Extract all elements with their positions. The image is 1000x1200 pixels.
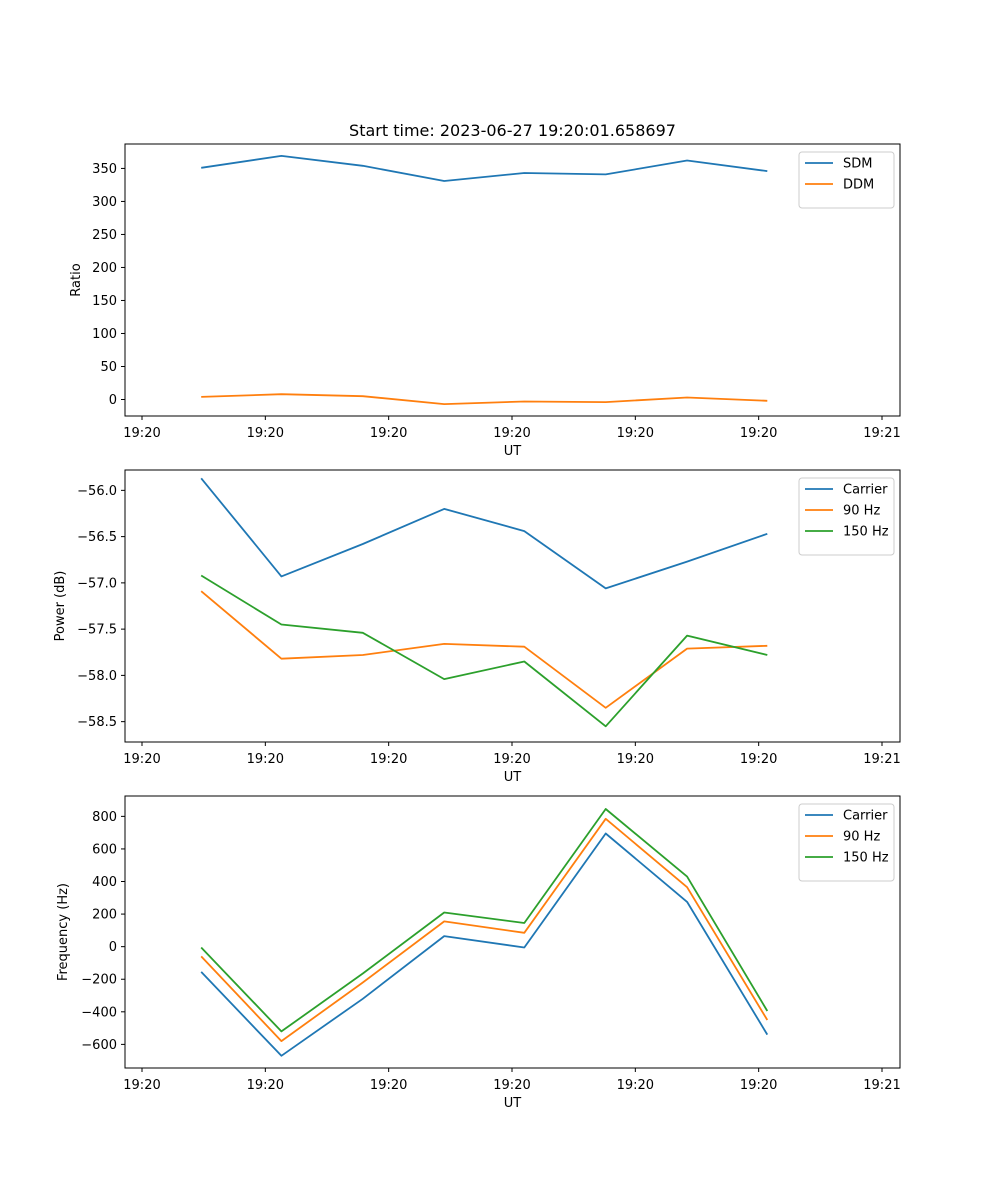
y-tick-label: −56.0 <box>77 484 117 499</box>
x-tick-label: 19:21 <box>863 752 900 767</box>
x-tick-label: 19:20 <box>370 426 407 441</box>
x-tick-label: 19:20 <box>123 752 160 767</box>
x-tick-label: 19:20 <box>123 426 160 441</box>
legend-box <box>798 477 895 556</box>
y-tick-label: 600 <box>92 842 117 857</box>
y-tick-label: −57.0 <box>77 576 117 591</box>
series-line-150-hz <box>200 574 768 728</box>
y-tick-label: −56.5 <box>77 530 117 545</box>
x-tick-label: 19:20 <box>617 426 654 441</box>
x-tick-label: 19:20 <box>123 1078 160 1093</box>
y-tick-label: 200 <box>92 261 117 276</box>
x-tick-label: 19:20 <box>493 426 530 441</box>
x-axis-label: UT <box>504 770 522 785</box>
series-line-sdm <box>201 154 768 182</box>
x-tick-label: 19:20 <box>617 752 654 767</box>
y-tick-label: −58.5 <box>77 715 117 730</box>
y-tick-label: −400 <box>81 1005 117 1020</box>
x-tick-label: 19:20 <box>247 426 284 441</box>
y-tick-label: 150 <box>92 294 117 309</box>
legend-label: 150 Hz <box>843 525 889 540</box>
series-line-ddm <box>201 393 768 406</box>
series-line-90-hz <box>200 590 768 709</box>
legend-box <box>798 803 895 882</box>
legend-box <box>798 151 895 209</box>
y-tick-label: 400 <box>92 875 117 890</box>
x-tick-label: 19:20 <box>493 1078 530 1093</box>
x-tick-label: 19:20 <box>370 1078 407 1093</box>
subplots: 19:20 19:20 19:20 19:20 19:20 19:20 19:21 0 50 10… <box>53 143 901 1111</box>
x-tick-label: 19:21 <box>863 426 900 441</box>
y-tick-label: −200 <box>81 973 117 988</box>
series-line-150-hz <box>200 808 769 1033</box>
y-tick-label: 50 <box>100 360 117 375</box>
y-tick-label: −57.5 <box>77 623 117 638</box>
figure-title: Start time: 2023-06-27 19:20:01.658697 <box>349 121 676 140</box>
subplot-3: 19:20 19:20 19:20 19:20 19:20 19:20 19:21 −600 −… <box>56 795 901 1111</box>
x-tick-label: 19:20 <box>493 752 530 767</box>
legend-label: 150 Hz <box>843 851 889 866</box>
y-tick-label: 250 <box>92 228 117 243</box>
x-axis-label: UT <box>504 444 522 459</box>
subplot-2: 19:20 19:20 19:20 19:20 19:20 19:20 19:21 −58.5… <box>53 469 901 785</box>
x-axis-label: UT <box>504 1096 522 1111</box>
y-tick-label: 100 <box>92 327 117 342</box>
subplot-1: 19:20 19:20 19:20 19:20 19:20 19:20 19:21 0 50 10… <box>69 143 901 459</box>
x-tick-label: 19:21 <box>863 1078 900 1093</box>
series-line-carrier <box>200 832 769 1057</box>
y-tick-label: 0 <box>109 940 117 955</box>
y-tick-label: −58.0 <box>77 669 117 684</box>
legend-label: DDM <box>843 178 874 193</box>
x-tick-label: 19:20 <box>247 1078 284 1093</box>
y-tick-label: 800 <box>92 810 117 825</box>
legend-label: 90 Hz <box>843 830 880 845</box>
legend-label: Carrier <box>843 809 888 824</box>
legend-label: Carrier <box>843 483 888 498</box>
x-tick-label: 19:20 <box>740 426 777 441</box>
legend-label: 90 Hz <box>843 504 880 519</box>
y-axis-label: Ratio <box>69 263 84 296</box>
series-line-carrier <box>200 477 768 590</box>
series-line-90-hz <box>200 817 769 1042</box>
y-axis-label: Power (dB) <box>53 571 68 642</box>
legend-label: SDM <box>843 157 872 172</box>
y-tick-label: 350 <box>92 162 117 177</box>
y-tick-label: −600 <box>81 1038 117 1053</box>
x-tick-label: 19:20 <box>740 752 777 767</box>
y-tick-label: 0 <box>109 393 117 408</box>
x-tick-label: 19:20 <box>247 752 284 767</box>
y-axis-label: Frequency (Hz) <box>56 883 71 981</box>
x-tick-label: 19:20 <box>370 752 407 767</box>
y-tick-label: 200 <box>92 908 117 923</box>
x-tick-label: 19:20 <box>740 1078 777 1093</box>
x-tick-label: 19:20 <box>617 1078 654 1093</box>
y-tick-label: 300 <box>92 195 117 210</box>
